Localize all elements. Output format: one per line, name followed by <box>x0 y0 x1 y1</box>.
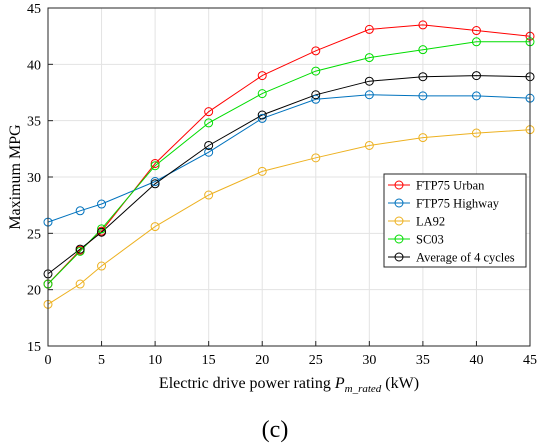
legend-marker <box>394 180 404 190</box>
data-point <box>418 45 428 55</box>
data-point <box>418 20 428 30</box>
data-point <box>150 158 160 168</box>
data-point <box>150 177 160 187</box>
data-point <box>311 153 321 163</box>
data-point <box>311 94 321 104</box>
data-point <box>150 179 160 189</box>
y-tick-label: 25 <box>27 227 41 242</box>
legend: FTP75 Urban FTP75 Highway LA92 SC03 Average … <box>383 173 527 268</box>
series-line <box>47 129 531 305</box>
x-axis-label-subscript: m_rated <box>345 383 382 395</box>
data-point <box>471 26 481 36</box>
data-point <box>75 244 85 254</box>
x-tick-label: 40 <box>469 353 483 368</box>
data-point <box>75 206 85 216</box>
y-tick-label: 45 <box>27 2 41 17</box>
panel-label: (c) <box>262 417 289 443</box>
y-axis-ticks: 15 20 25 30 35 40 45 <box>27 2 53 355</box>
series-lines <box>47 24 531 305</box>
data-point <box>97 224 107 234</box>
x-tick-label: 20 <box>255 353 269 368</box>
data-point <box>97 199 107 209</box>
data-point <box>204 107 214 117</box>
data-point <box>257 89 267 99</box>
x-axis-label: Electric drive power rating Pm_rated (kW… <box>159 375 419 395</box>
series-line <box>47 75 531 275</box>
y-tick-label: 40 <box>27 58 41 73</box>
data-point <box>204 140 214 150</box>
data-point <box>418 72 428 82</box>
legend-entry-label: FTP75 Urban <box>416 179 485 193</box>
x-tick-label: 15 <box>202 353 216 368</box>
x-axis-ticks: 0 5 10 15 20 25 30 35 40 45 <box>45 341 537 368</box>
data-point <box>257 113 267 123</box>
y-tick-label: 30 <box>27 171 41 186</box>
x-tick-label: 25 <box>309 353 323 368</box>
y-tick-label: 15 <box>27 340 41 355</box>
y-axis-label: Maximum MPG <box>7 124 24 230</box>
data-point <box>204 147 214 157</box>
x-tick-label: 0 <box>45 353 52 368</box>
x-axis-label-text: Electric drive power rating <box>159 375 335 392</box>
x-tick-label: 5 <box>98 353 105 368</box>
series-line <box>47 41 530 285</box>
data-point <box>418 133 428 143</box>
data-point <box>150 161 160 171</box>
y-tick-label: 20 <box>27 284 41 299</box>
data-point <box>471 37 481 47</box>
y-tick-label: 35 <box>27 115 41 130</box>
data-point <box>257 166 267 176</box>
series-line <box>47 94 531 223</box>
data-point <box>418 91 428 101</box>
legend-marker <box>394 234 404 244</box>
data-point <box>97 227 107 237</box>
data-point <box>311 90 321 100</box>
data-point <box>257 110 267 120</box>
data-point <box>471 71 481 81</box>
data-point <box>364 24 374 34</box>
data-point <box>471 128 481 138</box>
legend-entry-label: LA92 <box>416 215 445 229</box>
data-point <box>204 190 214 200</box>
x-axis-label-variable: P <box>334 375 345 392</box>
data-point <box>364 90 374 100</box>
x-tick-label: 35 <box>416 353 430 368</box>
legend-marker <box>394 252 404 262</box>
data-point <box>364 140 374 150</box>
x-tick-label: 45 <box>523 353 537 368</box>
data-point <box>364 76 374 86</box>
legend-entry-label: SC03 <box>416 233 444 247</box>
legend-entry-label: Average of 4 cycles <box>416 251 515 265</box>
x-tick-label: 10 <box>148 353 162 368</box>
data-point <box>471 91 481 101</box>
data-point <box>311 66 321 76</box>
legend-marker <box>394 198 404 208</box>
data-point <box>75 246 85 256</box>
x-axis-label-unit: (kW) <box>381 375 419 392</box>
data-point <box>257 71 267 81</box>
data-point <box>364 53 374 63</box>
data-point <box>150 222 160 232</box>
legend-marker <box>394 216 404 226</box>
data-point <box>311 46 321 56</box>
data-point <box>204 118 214 128</box>
data-point <box>75 279 85 289</box>
data-point <box>97 261 107 271</box>
x-tick-label: 30 <box>362 353 376 368</box>
legend-entry-label: FTP75 Highway <box>416 197 500 211</box>
